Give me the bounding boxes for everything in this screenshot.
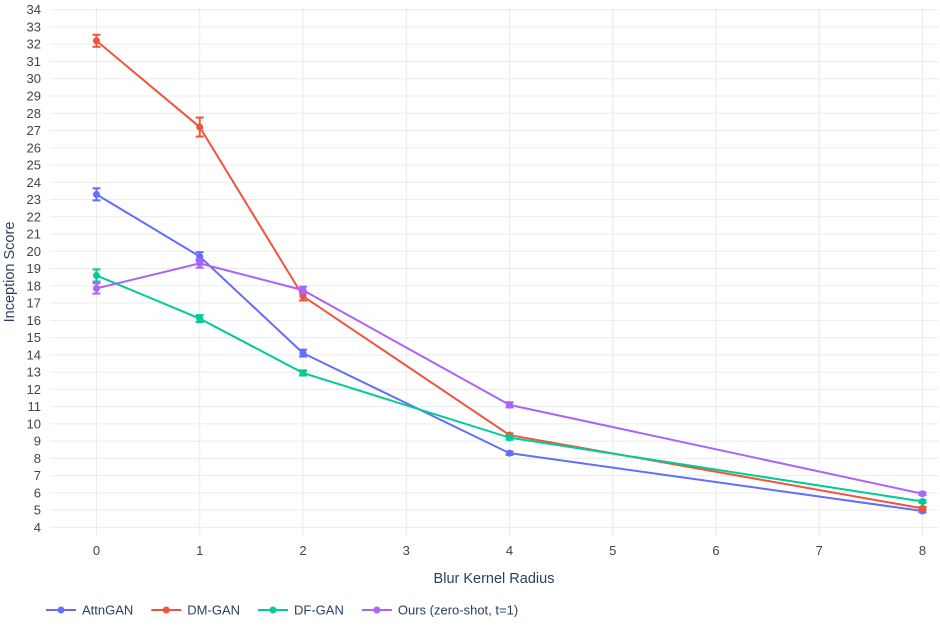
y-tick-label: 28 xyxy=(27,106,41,121)
y-tick-label: 19 xyxy=(27,261,41,276)
data-point xyxy=(92,271,100,279)
y-tick-label: 14 xyxy=(27,347,41,362)
data-point xyxy=(919,497,927,505)
x-tick-label: 4 xyxy=(506,543,513,558)
x-tick-label: 0 xyxy=(93,543,100,558)
y-tick-label: 26 xyxy=(27,140,41,155)
y-tick-label: 23 xyxy=(27,192,41,207)
y-tick-label: 31 xyxy=(27,54,41,69)
data-point xyxy=(196,259,204,267)
y-tick-label: 33 xyxy=(27,19,41,34)
y-tick-label: 22 xyxy=(27,209,41,224)
y-tick-label: 17 xyxy=(27,296,41,311)
data-point xyxy=(299,349,307,357)
data-point xyxy=(92,284,100,292)
x-tick-label: 8 xyxy=(919,543,926,558)
y-tick-label: 13 xyxy=(27,365,41,380)
data-point xyxy=(196,315,204,323)
y-tick-label: 24 xyxy=(27,175,41,190)
legend-swatch-marker xyxy=(269,606,277,614)
y-tick-label: 11 xyxy=(28,399,42,414)
x-axis-title: Blur Kernel Radius xyxy=(434,571,555,587)
legend-label: DM-GAN xyxy=(187,603,240,618)
y-tick-label: 4 xyxy=(34,520,41,535)
legend-swatch-marker xyxy=(373,606,381,614)
legend-label: DF-GAN xyxy=(294,603,344,618)
data-point xyxy=(505,434,513,442)
data-point xyxy=(299,369,307,377)
y-axis-title: Inception Score xyxy=(2,222,18,323)
data-point xyxy=(299,286,307,294)
y-tick-label: 8 xyxy=(34,451,41,466)
x-tick-label: 5 xyxy=(609,543,616,558)
y-tick-label: 30 xyxy=(27,71,41,86)
y-tick-label: 12 xyxy=(27,382,41,397)
legend-swatch-marker xyxy=(57,606,65,614)
data-point xyxy=(92,37,100,45)
x-tick-label: 1 xyxy=(196,543,203,558)
x-tick-label: 6 xyxy=(712,543,719,558)
y-tick-label: 32 xyxy=(27,37,41,52)
y-tick-label: 25 xyxy=(27,158,41,173)
data-point xyxy=(505,401,513,409)
y-tick-label: 34 xyxy=(27,2,41,17)
legend-label: AttnGAN xyxy=(82,603,133,618)
legend-swatch-marker xyxy=(162,606,170,614)
x-tick-label: 3 xyxy=(403,543,410,558)
data-point xyxy=(196,123,204,131)
x-tick-label: 2 xyxy=(299,543,306,558)
legend-label: Ours (zero-shot, t=1) xyxy=(398,603,518,618)
y-tick-label: 7 xyxy=(34,468,41,483)
y-tick-label: 20 xyxy=(27,244,41,259)
data-point xyxy=(919,490,927,498)
y-tick-label: 18 xyxy=(27,278,41,293)
y-tick-label: 6 xyxy=(34,485,41,500)
y-tick-label: 5 xyxy=(34,503,41,518)
y-tick-label: 27 xyxy=(27,123,41,138)
data-point xyxy=(505,449,513,457)
y-tick-label: 21 xyxy=(27,227,41,242)
x-tick-label: 7 xyxy=(816,543,823,558)
y-tick-label: 9 xyxy=(34,434,41,449)
y-tick-label: 10 xyxy=(27,416,41,431)
y-tick-label: 29 xyxy=(27,89,41,104)
y-tick-label: 15 xyxy=(27,330,41,345)
data-point xyxy=(919,504,927,512)
data-point xyxy=(92,190,100,198)
y-tick-label: 16 xyxy=(27,313,41,328)
